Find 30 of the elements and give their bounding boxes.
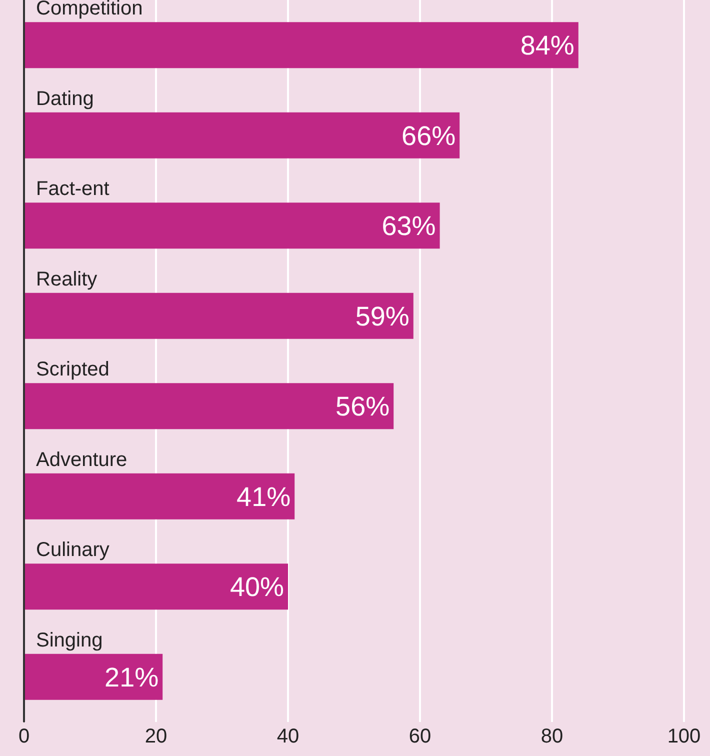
x-tick-label: 40: [276, 726, 300, 748]
data-label: 21%: [104, 662, 159, 692]
bar: [25, 383, 394, 430]
x-tick-label: 80: [540, 726, 564, 748]
bar: [25, 202, 440, 249]
data-label: 66%: [402, 120, 456, 151]
data-label: 84%: [520, 30, 574, 61]
x-tick-label: 20: [144, 726, 168, 748]
x-tick-label: 0: [18, 726, 30, 748]
x-tick-label: 60: [408, 726, 432, 748]
data-label: 56%: [336, 392, 390, 422]
y-tick-label: Reality: [36, 268, 98, 290]
y-tick-label: Fact-ent: [36, 178, 110, 200]
data-label: 41%: [236, 482, 291, 512]
bar: [25, 112, 460, 158]
bar: [25, 473, 295, 520]
bar: [25, 564, 288, 610]
bar: [25, 22, 578, 68]
y-tick-label: Adventure: [36, 448, 128, 471]
y-tick-label: Dating: [36, 88, 94, 110]
y-tick-label: Scripted: [36, 358, 110, 381]
data-label: 40%: [230, 572, 284, 602]
bar: [25, 654, 163, 700]
data-label: 63%: [382, 211, 436, 242]
y-tick-label: Competition: [36, 0, 143, 20]
bar: [25, 292, 414, 339]
y-tick-label: Culinary: [36, 539, 110, 562]
data-label: 59%: [355, 301, 410, 332]
x-tick-label: 100: [667, 726, 701, 748]
y-tick-label: Singing: [36, 629, 103, 652]
